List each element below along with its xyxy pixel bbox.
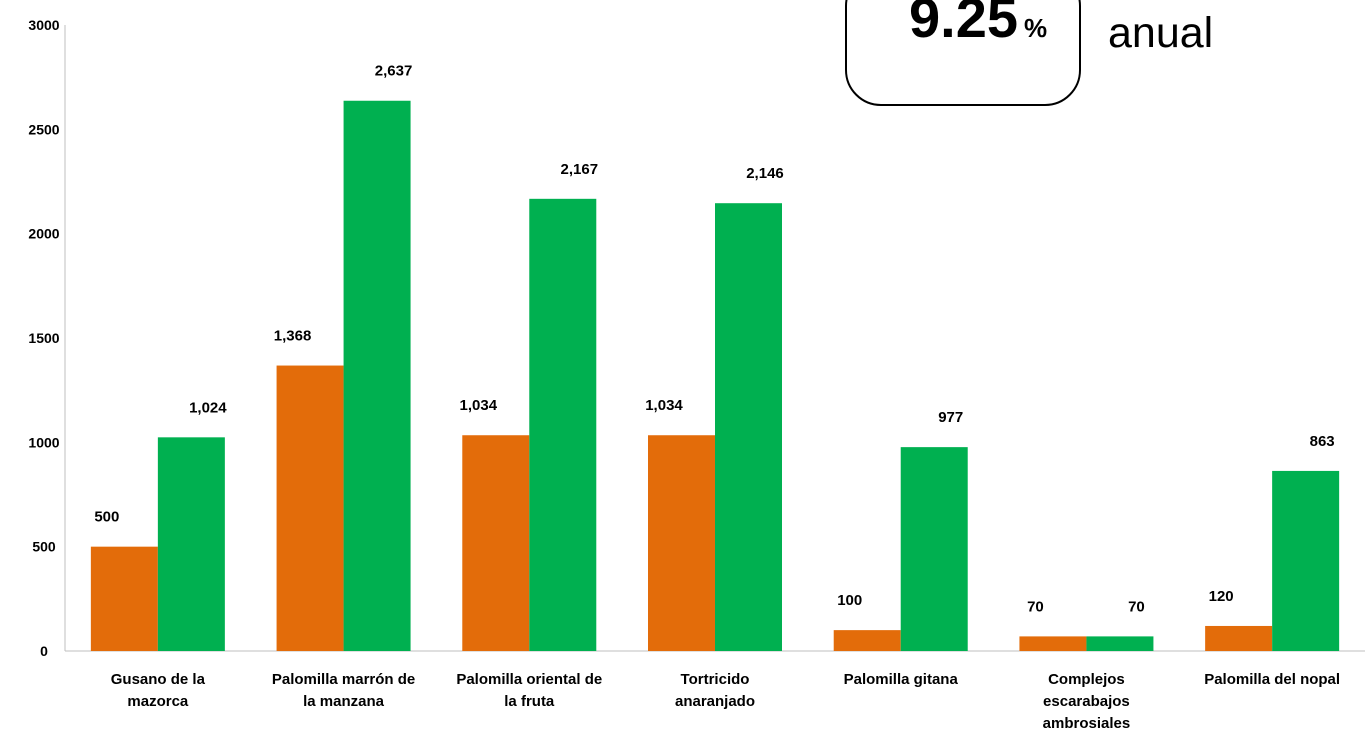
category-label-line: la fruta [504,693,555,710]
bar [343,100,411,652]
category-label: Palomilla gitana [844,671,959,688]
bar [276,365,344,651]
category-label-line: Palomilla marrón de [272,671,415,688]
data-label: 1,368 [274,328,312,345]
bar [90,546,158,651]
data-label: 2,167 [561,161,599,178]
y-tick-label: 1500 [28,330,59,346]
y-tick-label: 0 [40,643,48,659]
bar [715,203,782,651]
y-tick-label: 2500 [28,121,59,137]
category-label-line: la manzana [303,693,385,710]
callout-number: 9.25 [909,0,1018,49]
bar [1019,636,1087,651]
y-axis-ticks: 0 500 1000 1500 2000 2500 3000 [28,17,59,659]
data-label: 70 [1128,598,1145,615]
category-label: Gusano de la mazorca [111,671,206,710]
category-labels: Gusano de la mazorca Palomilla marrón de la… [111,671,1340,732]
category-label-line: Palomilla gitana [844,671,959,688]
category-label-line: Palomilla oriental de [456,671,602,688]
category-label: Palomilla oriental de la fruta [456,671,602,710]
callout-unit: % [1024,13,1048,43]
category-label: Complejos escarabajos ambrosiales [1043,671,1131,732]
data-label: 2,146 [746,165,784,182]
bar-series [90,100,1340,652]
category-label-line: escarabajos [1043,693,1130,710]
y-tick-label: 500 [32,539,56,555]
growth-callout: 9.25% [845,0,1081,106]
data-label: 70 [1027,598,1044,615]
category-label-line: Tortricido [681,671,750,688]
bar [1205,625,1273,651]
data-label: 100 [837,592,862,609]
category-label-line: anaranjado [675,693,755,710]
bar [900,447,968,651]
category-label-line: Complejos [1048,671,1125,688]
data-label: 1,034 [460,397,498,414]
bar [648,435,715,651]
bar [833,630,901,651]
bar [529,198,597,651]
bar [1272,470,1340,651]
data-label: 1,034 [645,397,683,414]
bar [462,435,530,651]
data-label: 863 [1310,433,1335,450]
y-tick-label: 2000 [28,226,59,242]
data-label: 120 [1209,588,1234,605]
data-label: 2,637 [375,63,413,80]
y-tick-label: 1000 [28,434,59,450]
category-label-line: ambrosiales [1043,715,1131,732]
y-tick-label: 3000 [28,17,59,33]
category-label-line: Gusano de la [111,671,206,688]
data-label: 977 [938,409,963,426]
category-label: Palomilla marrón de la manzana [272,671,415,710]
category-label: Palomilla del nopal [1204,671,1340,688]
callout-note: anual [1108,9,1214,57]
callout-value: 9.25% [909,0,1047,46]
category-label: Tortricido anaranjado [675,671,755,710]
category-label-line: mazorca [127,693,189,710]
category-label-line: Palomilla del nopal [1204,671,1340,688]
data-labels: 500 1,024 1,368 2,637 1,034 2,167 1,034 2,146 10… [94,63,1334,616]
bar [157,437,225,651]
data-label: 1,024 [189,399,227,416]
data-label: 500 [94,509,119,526]
bar [1086,636,1154,651]
